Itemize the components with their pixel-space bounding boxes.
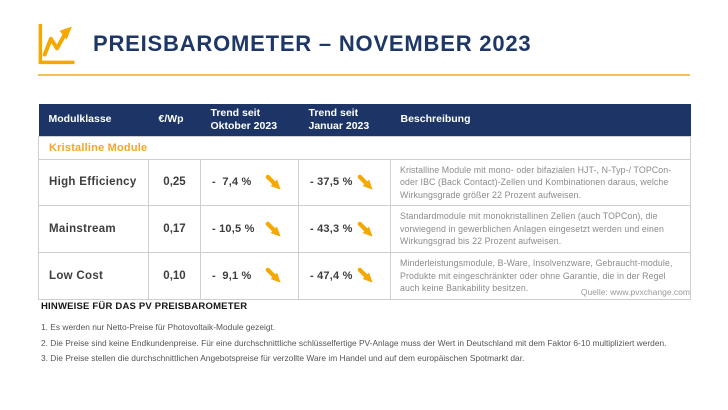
trend-januar-line2: Januar 2023 <box>308 119 370 132</box>
price-cell: 0,10 <box>148 252 201 300</box>
trend-oktober-line1: Trend seit <box>210 106 261 119</box>
trend-januar-cell: - 47,4 % <box>298 252 391 300</box>
trend-down-arrow-icon <box>357 174 374 191</box>
trend-down-arrow-icon <box>357 221 374 238</box>
trend-oktober-line2: Oktober 2023 <box>210 119 278 132</box>
trend-value: - 47,4 % <box>310 269 353 282</box>
modulklasse-cell: High Efficiency <box>38 158 149 207</box>
trend-januar-cell: - 43,3 % <box>298 205 391 254</box>
masthead: PREISBAROMETER – NOVEMBER 2023 <box>36 17 531 71</box>
table-row-high-efficiency: High Efficiency 0,25 - 7,4 % <box>38 158 691 207</box>
trend-down-arrow-icon <box>265 174 282 191</box>
note-item-3: 3. Die Preise stellen die durchschnittli… <box>41 353 525 363</box>
column-header-price: €/Wp <box>148 104 201 136</box>
price-cell: 0,17 <box>148 205 201 254</box>
price-table: Modulklasse €/Wp Trend seit Oktober 2023… <box>38 104 691 300</box>
trend-value: - 7,4 % <box>212 176 252 189</box>
gold-divider <box>38 74 690 76</box>
note-item-1: 1. Es werden nur Netto-Preise für Photov… <box>41 322 276 332</box>
price-cell: 0,25 <box>148 158 201 207</box>
price-table-header: Modulklasse €/Wp Trend seit Oktober 2023… <box>38 104 691 136</box>
table-row-low-cost: Low Cost 0,10 - 9,1 % <box>38 252 691 300</box>
notes-list: 1. Es werden nur Netto-Preise für Photov… <box>41 320 718 367</box>
trend-oktober-cell: - 7,4 % <box>200 158 299 207</box>
trend-oktober-cell: - 10,5 % <box>200 205 299 254</box>
column-header-modulklasse: Modulklasse <box>38 104 149 136</box>
beschreibung-cell: Kristalline Module mit mono- oder bifazi… <box>390 158 691 207</box>
trend-down-arrow-icon <box>265 221 282 238</box>
modulklasse-cell: Low Cost <box>38 252 149 300</box>
note-item-2: 2. Die Preise sind keine Endkundenpreise… <box>41 337 667 348</box>
beschreibung-cell: Minderleistungsmodule, B-Ware, Insolvenz… <box>390 252 691 300</box>
line-chart-rising-arrow-icon <box>36 19 78 69</box>
source-line: Quelle: www.pvxchange.com <box>580 287 690 297</box>
column-header-trend-januar: Trend seit Januar 2023 <box>298 104 391 136</box>
trend-oktober-cell: - 9,1 % <box>200 252 299 300</box>
trend-value: - 9,1 % <box>212 269 252 282</box>
column-header-trend-oktober: Trend seit Oktober 2023 <box>200 104 299 136</box>
trend-januar-line1: Trend seit <box>308 106 359 119</box>
page-title: PREISBAROMETER – NOVEMBER 2023 <box>93 31 532 56</box>
trend-value: - 43,3 % <box>310 223 353 236</box>
beschreibung-cell: Standardmodule mit monokristallinen Zell… <box>390 205 691 254</box>
notes-title: HINWEISE FÜR DAS PV PREISBAROMETER <box>41 301 248 312</box>
column-header-beschreibung: Beschreibung <box>390 104 691 136</box>
trend-value: - 37,5 % <box>310 176 353 189</box>
table-row-mainstream: Mainstream 0,17 - 10,5 % <box>38 205 691 254</box>
modulklasse-cell: Mainstream <box>38 205 149 254</box>
trend-januar-cell: - 37,5 % <box>298 158 391 207</box>
trend-value: - 10,5 % <box>212 223 255 236</box>
section-label: Kristalline Module <box>38 135 691 160</box>
trend-down-arrow-icon <box>357 267 374 284</box>
section-row-kristalline-module: Kristalline Module <box>38 135 691 160</box>
trend-down-arrow-icon <box>265 267 282 284</box>
